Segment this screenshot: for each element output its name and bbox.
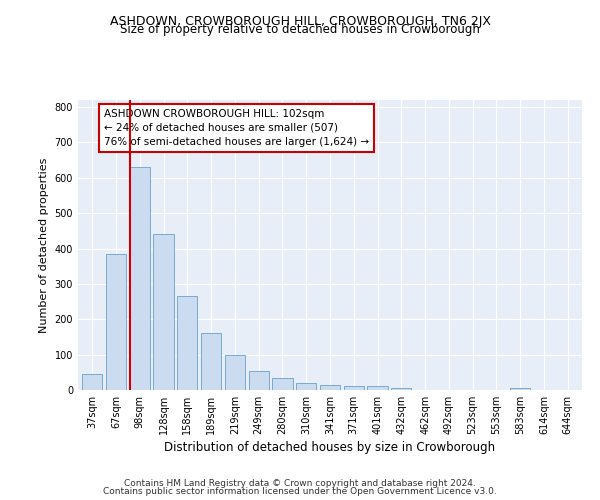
Bar <box>106 254 126 390</box>
Bar <box>248 370 269 390</box>
Text: Contains HM Land Registry data © Crown copyright and database right 2024.: Contains HM Land Registry data © Crown c… <box>124 478 476 488</box>
Bar <box>296 383 316 390</box>
Bar <box>320 384 340 390</box>
X-axis label: Distribution of detached houses by size in Crowborough: Distribution of detached houses by size … <box>164 441 496 454</box>
Text: ASHDOWN, CROWBOROUGH HILL, CROWBOROUGH, TN6 2JX: ASHDOWN, CROWBOROUGH HILL, CROWBOROUGH, … <box>110 15 491 28</box>
Bar <box>225 354 245 390</box>
Text: Size of property relative to detached houses in Crowborough: Size of property relative to detached ho… <box>120 22 480 36</box>
Bar <box>272 378 293 390</box>
Bar <box>82 374 103 390</box>
Text: ASHDOWN CROWBOROUGH HILL: 102sqm
← 24% of detached houses are smaller (507)
76% : ASHDOWN CROWBOROUGH HILL: 102sqm ← 24% o… <box>104 109 369 147</box>
Bar <box>391 388 412 390</box>
Bar <box>510 388 530 390</box>
Bar <box>177 296 197 390</box>
Bar <box>367 386 388 390</box>
Y-axis label: Number of detached properties: Number of detached properties <box>39 158 49 332</box>
Bar <box>130 167 150 390</box>
Text: Contains public sector information licensed under the Open Government Licence v3: Contains public sector information licen… <box>103 487 497 496</box>
Bar <box>201 334 221 390</box>
Bar <box>154 234 173 390</box>
Bar <box>344 386 364 390</box>
